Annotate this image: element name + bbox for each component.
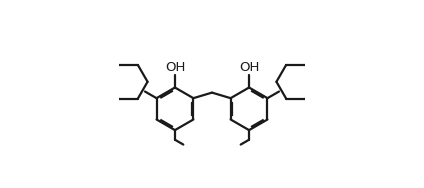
Text: OH: OH [239, 61, 259, 74]
Text: OH: OH [165, 61, 185, 74]
